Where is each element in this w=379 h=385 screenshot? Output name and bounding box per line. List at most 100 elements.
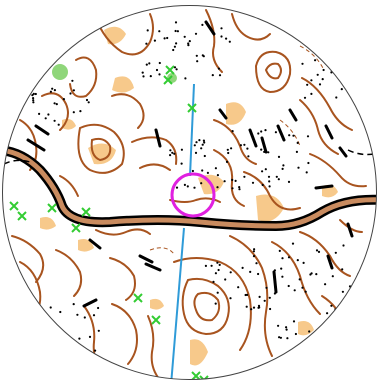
- texture-dot: [335, 96, 338, 99]
- texture-dot: [223, 180, 226, 183]
- texture-dot: [220, 35, 223, 38]
- texture-dot: [238, 186, 241, 189]
- texture-dot: [260, 148, 263, 151]
- contour-line: [69, 56, 98, 98]
- texture-dot: [231, 130, 234, 133]
- texture-dot: [176, 30, 179, 33]
- contour-line: [213, 149, 245, 207]
- contour-line: [11, 235, 45, 283]
- texture-dot: [267, 175, 271, 178]
- texture-dot: [214, 167, 217, 170]
- texture-dot: [229, 271, 232, 274]
- texture-dot: [72, 89, 75, 92]
- texture-dot: [146, 29, 149, 32]
- road: [2, 145, 377, 231]
- texture-dot: [53, 89, 57, 92]
- open-land-patch: [112, 76, 134, 93]
- texture-dot: [243, 143, 246, 146]
- texture-dot: [218, 263, 221, 266]
- texture-dot: [295, 150, 298, 153]
- texture-dot: [257, 272, 260, 276]
- texture-dot: [194, 32, 198, 35]
- cliff: [82, 298, 98, 308]
- map-border: [2, 5, 377, 380]
- texture-dot: [175, 42, 178, 45]
- texture-dot: [278, 249, 281, 252]
- cross-marker: [163, 75, 173, 85]
- texture-dot: [202, 139, 205, 142]
- texture-dot: [141, 71, 144, 74]
- texture-dot: [326, 312, 329, 315]
- texture-dot: [225, 37, 228, 40]
- texture-dot: [306, 83, 309, 86]
- texture-dot: [72, 111, 75, 114]
- cliff: [26, 138, 46, 152]
- texture-dot: [79, 110, 82, 113]
- texture-dot: [153, 39, 156, 42]
- texture-dot: [171, 151, 174, 154]
- texture-dot: [32, 99, 35, 102]
- open-land-patch: [40, 217, 56, 230]
- texture-dot: [253, 248, 256, 251]
- texture-dot: [274, 131, 277, 134]
- cliff: [138, 254, 154, 264]
- texture-dot: [296, 141, 299, 144]
- texture-dot: [303, 96, 307, 99]
- texture-dot: [230, 147, 233, 150]
- texture-dot: [203, 154, 206, 158]
- texture-dot: [296, 259, 299, 262]
- texture-dot: [201, 143, 204, 146]
- texture-dot: [145, 42, 148, 45]
- texture-dot: [287, 284, 290, 288]
- cliff: [144, 262, 162, 272]
- texture-dot: [269, 307, 272, 311]
- texture-dot: [314, 59, 317, 62]
- texture-dot: [288, 134, 291, 137]
- texture-dot: [172, 48, 175, 52]
- contour-line: [131, 136, 178, 165]
- texture-dot: [69, 92, 72, 95]
- texture-dot: [315, 273, 318, 276]
- texture-dot: [148, 62, 151, 65]
- cliff: [326, 254, 334, 270]
- texture-dot: [330, 304, 333, 307]
- texture-dot: [203, 141, 206, 144]
- texture-dot: [231, 187, 234, 190]
- contour-line: [229, 235, 273, 357]
- texture-dot: [184, 77, 187, 80]
- texture-dot: [229, 297, 232, 300]
- form-line: [299, 45, 325, 71]
- texture-dot: [49, 90, 53, 93]
- texture-dot: [174, 21, 178, 24]
- texture-dot: [301, 286, 304, 289]
- texture-dot: [92, 314, 96, 317]
- texture-dot: [201, 169, 204, 172]
- texture-dot: [263, 150, 266, 153]
- texture-dot: [194, 151, 198, 154]
- texture-dot: [285, 326, 288, 329]
- texture-dot: [55, 103, 58, 106]
- texture-dot: [268, 185, 271, 188]
- cliff: [324, 124, 334, 140]
- texture-dot: [245, 305, 248, 308]
- cliff: [288, 108, 298, 122]
- texture-dot: [243, 175, 246, 178]
- texture-dot: [334, 251, 337, 254]
- texture-dot: [241, 266, 244, 269]
- tracks: [3, 149, 375, 165]
- texture-dot: [287, 180, 291, 183]
- texture-dot: [163, 37, 166, 40]
- texture-dot: [316, 73, 319, 76]
- texture-dot: [317, 250, 321, 253]
- texture-dot: [187, 44, 190, 47]
- texture-dot: [308, 330, 311, 333]
- texture-dot: [169, 154, 172, 157]
- cliff: [276, 124, 286, 142]
- contour-line: [77, 123, 125, 174]
- texture-dot: [187, 42, 190, 45]
- texture-dot: [273, 292, 276, 295]
- texture-dot: [258, 295, 261, 298]
- texture-dot: [200, 182, 203, 185]
- texture-dot: [294, 332, 297, 336]
